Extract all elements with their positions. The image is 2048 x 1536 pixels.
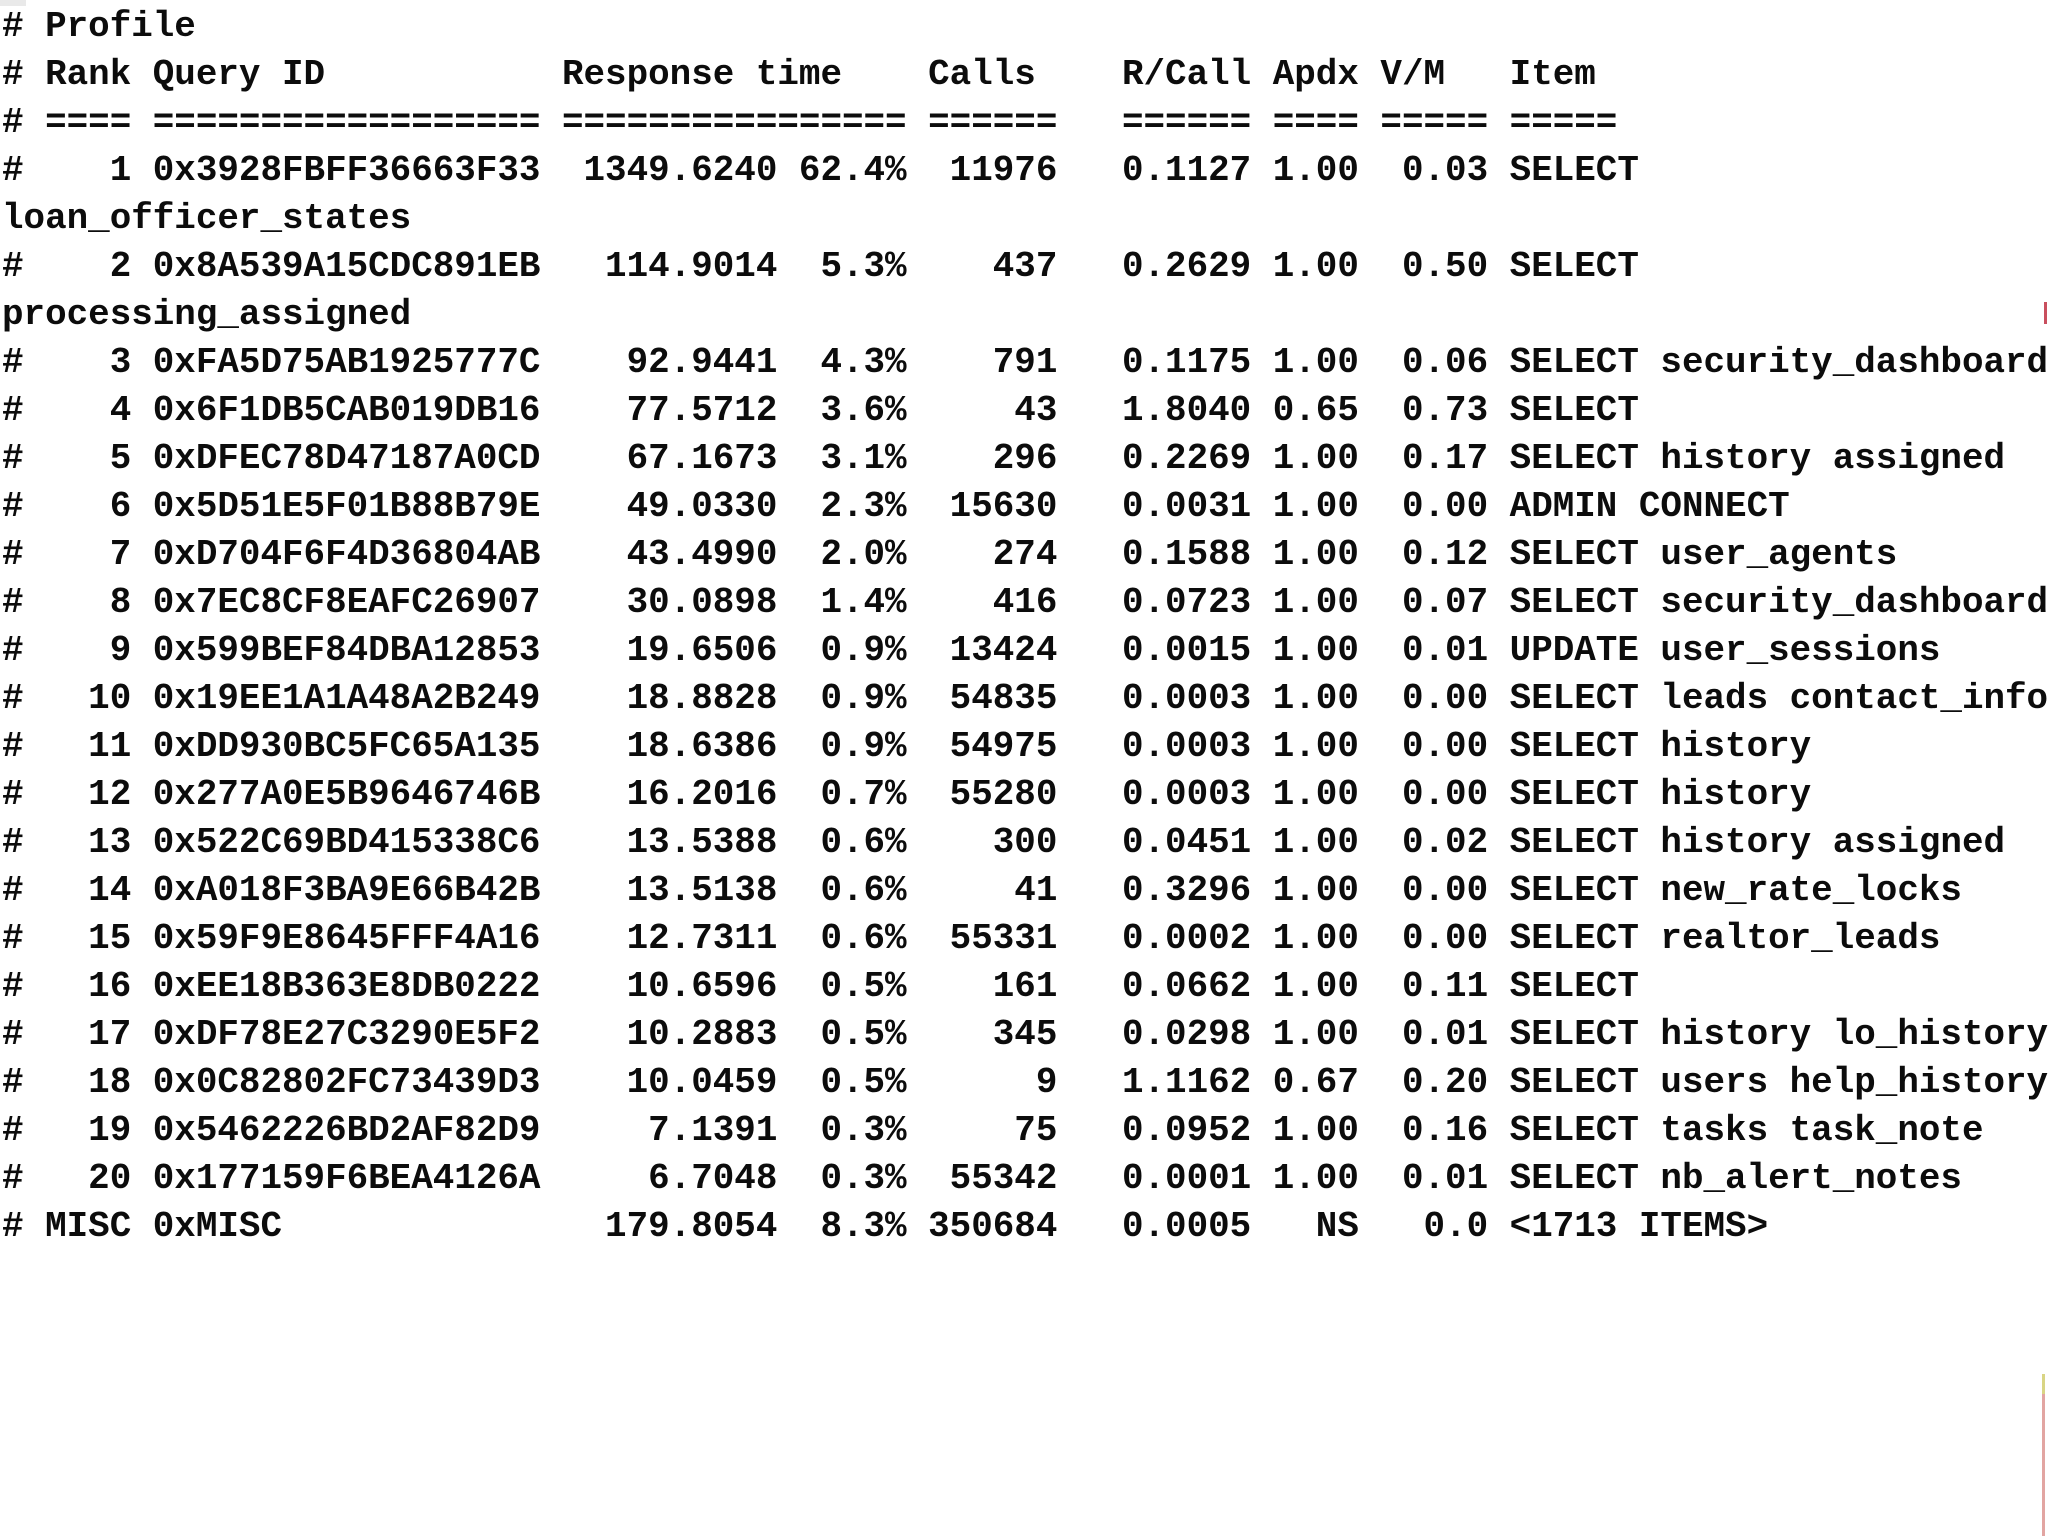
scrollbar-fragment-cap — [2042, 1374, 2045, 1394]
scrollbar-fragment[interactable] — [2042, 1374, 2045, 1536]
corner-artifact — [0, 0, 26, 6]
minimap-red-tick — [2044, 302, 2047, 324]
